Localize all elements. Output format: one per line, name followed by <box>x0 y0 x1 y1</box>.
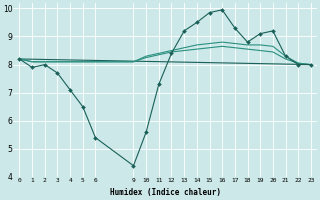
X-axis label: Humidex (Indice chaleur): Humidex (Indice chaleur) <box>110 188 221 197</box>
